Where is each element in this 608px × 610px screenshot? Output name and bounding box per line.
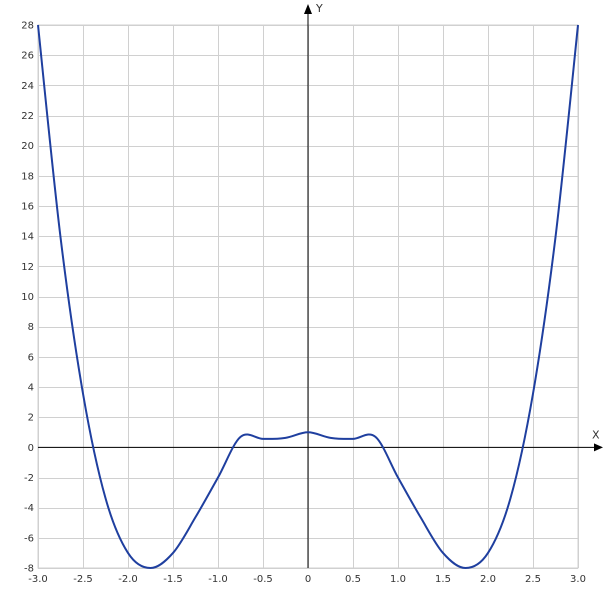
y-axis-arrow-icon: [304, 4, 312, 14]
x-tick-label: -1.0: [208, 574, 228, 585]
y-tick-label: 24: [21, 81, 34, 92]
x-tick-label: 2.0: [480, 574, 496, 585]
x-tick-label: -2.5: [73, 574, 93, 585]
y-tick-label: 2: [28, 413, 34, 424]
y-tick-label: -6: [24, 533, 34, 544]
y-tick-label: 20: [21, 141, 34, 152]
y-tick-label: 14: [21, 232, 34, 243]
x-tick-label: 1.0: [390, 574, 406, 585]
y-tick-label: 18: [21, 171, 34, 182]
y-tick-label: 28: [21, 21, 34, 32]
y-tick-label: 26: [21, 51, 34, 62]
x-tick-label: -0.5: [253, 574, 273, 585]
axes: [38, 4, 603, 568]
y-tick-label: 10: [21, 292, 34, 303]
x-tick-label: 0: [305, 574, 311, 585]
y-tick-label: -8: [24, 564, 34, 575]
y-axis-label: Y: [315, 2, 323, 15]
y-tick-label: 22: [21, 111, 34, 122]
x-tick-label: -3.0: [28, 574, 48, 585]
y-tick-label: 4: [28, 383, 34, 394]
series-layer: [37, 24, 579, 570]
y-tick-label: -2: [24, 473, 34, 484]
y-tick-label: 12: [21, 262, 34, 273]
y-tick-label: 8: [28, 322, 34, 333]
x-tick-label: 0.5: [345, 574, 361, 585]
y-tick-label: 0: [28, 443, 34, 454]
tick-labels: -3.0 -2.5 -2.0 -1.5 -1.0 -0.5 0 0.5 1.0 1.5 2.0 2.5…: [21, 21, 586, 586]
x-tick-label: 3.0: [570, 574, 586, 585]
y-tick-label: 16: [21, 202, 34, 213]
x-tick-label: 1.5: [435, 574, 451, 585]
x-axis-arrow-icon: [594, 443, 603, 452]
x-tick-label: 2.5: [525, 574, 541, 585]
y-tick-label: -4: [24, 503, 34, 514]
x-tick-label: -1.5: [163, 574, 183, 585]
x-tick-label: -2.0: [118, 574, 138, 585]
y-tick-label: 6: [28, 352, 34, 363]
series-line: [37, 24, 579, 570]
x-axis-label: X: [592, 428, 600, 441]
